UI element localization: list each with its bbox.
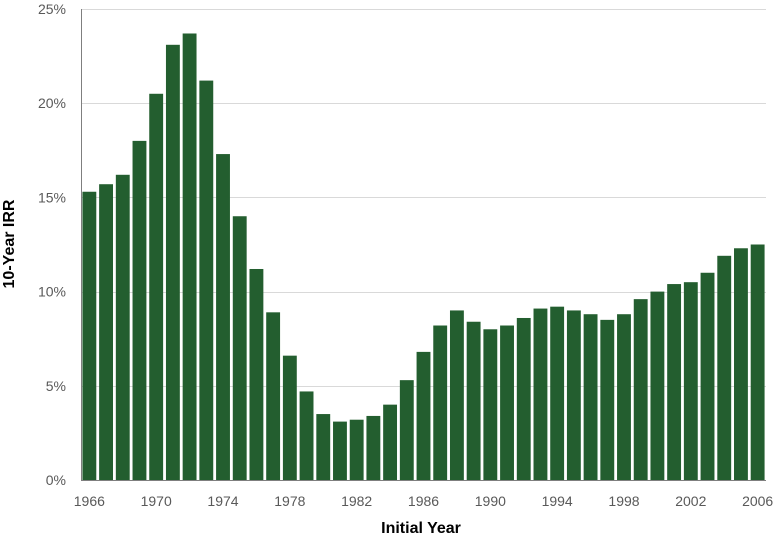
x-tick-label: 2006 xyxy=(742,493,773,509)
bar-1977 xyxy=(266,312,281,480)
bar-1985 xyxy=(399,380,414,480)
bar-2003 xyxy=(700,272,715,480)
y-axis-title: 10-Year IRR xyxy=(1,199,18,288)
bar-1983 xyxy=(366,415,381,480)
x-tick-label: 1986 xyxy=(408,493,439,509)
bar-1969 xyxy=(132,140,147,480)
bar-1972 xyxy=(182,33,197,481)
bar-1979 xyxy=(299,391,314,480)
x-tick-label: 1966 xyxy=(74,493,105,509)
bar-2006 xyxy=(750,244,765,480)
bar-1980 xyxy=(316,414,331,480)
bar-1989 xyxy=(466,321,481,480)
bar-1995 xyxy=(566,310,581,480)
bar-1999 xyxy=(633,299,648,480)
bar-1975 xyxy=(232,216,247,481)
x-tick-label: 1998 xyxy=(608,493,639,509)
y-tick-label: 20% xyxy=(38,95,66,111)
bar-1967 xyxy=(99,184,113,480)
axes xyxy=(81,9,766,481)
bar-1992 xyxy=(516,317,531,480)
bar-1981 xyxy=(333,421,347,480)
y-tick-label: 5% xyxy=(46,378,66,394)
bar-1968 xyxy=(115,174,130,481)
bar-2004 xyxy=(717,255,732,480)
bar-1996 xyxy=(583,314,598,480)
x-tick-labels: 1966 1970 1974 1978 1982 1986 1990 1994 1998 2002… xyxy=(74,493,774,509)
bar-1974 xyxy=(216,154,230,480)
bar-1994 xyxy=(550,306,565,480)
bar-2005 xyxy=(734,248,748,480)
bar-1997 xyxy=(600,319,615,480)
x-tick-label: 1970 xyxy=(141,493,172,509)
x-axis-title: Initial Year xyxy=(381,520,461,536)
bars xyxy=(82,33,765,481)
x-tick-label: 1990 xyxy=(475,493,506,509)
x-tick-label: 2002 xyxy=(675,493,706,509)
y-tick-labels: 0% 5% 10% 15% 20% 25% xyxy=(38,1,66,488)
bar-2001 xyxy=(667,284,682,480)
y-tick-label: 25% xyxy=(38,1,66,17)
y-tick-label: 15% xyxy=(38,189,66,205)
bar-2002 xyxy=(683,282,698,480)
bar-2000 xyxy=(650,291,665,480)
y-tick-label: 0% xyxy=(46,472,66,488)
bar-1986 xyxy=(416,351,431,480)
bar-1991 xyxy=(500,325,514,480)
bar-1984 xyxy=(383,404,398,480)
bar-1998 xyxy=(617,314,631,480)
bar-1978 xyxy=(282,355,297,480)
bar-1982 xyxy=(349,419,364,480)
y-tick-label: 10% xyxy=(38,284,66,300)
bar-1970 xyxy=(149,93,164,480)
x-tick-label: 1974 xyxy=(207,493,238,509)
bar-1993 xyxy=(533,308,548,480)
bar-1990 xyxy=(483,329,498,480)
bar-1973 xyxy=(199,80,214,480)
bar-1976 xyxy=(249,268,264,480)
bar-1971 xyxy=(165,44,180,481)
x-tick-label: 1978 xyxy=(274,493,305,509)
x-tick-label: 1994 xyxy=(542,493,573,509)
bar-1987 xyxy=(433,325,448,480)
x-tick-label: 1982 xyxy=(341,493,372,509)
bar-1966 xyxy=(82,191,97,480)
bar-1988 xyxy=(449,310,464,480)
